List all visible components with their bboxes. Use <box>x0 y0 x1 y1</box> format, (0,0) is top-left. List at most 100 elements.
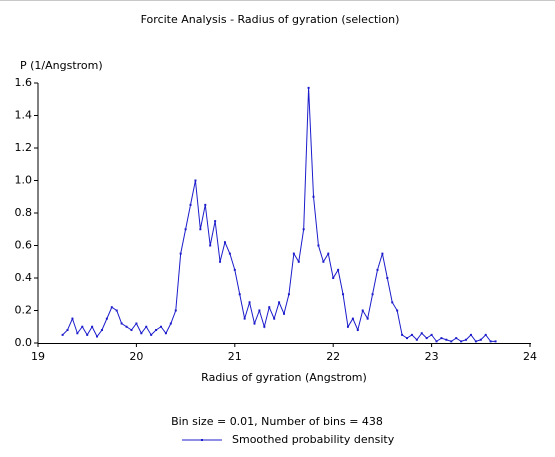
data-point <box>376 268 379 271</box>
data-point <box>406 337 408 340</box>
data-point <box>312 195 315 198</box>
x-tick-label: 21 <box>228 350 242 363</box>
data-point <box>120 322 123 325</box>
data-point <box>140 332 143 335</box>
data-point <box>425 337 428 340</box>
data-point <box>258 309 261 312</box>
data-point <box>278 301 281 304</box>
y-axis-label: P (1/Angstrom) <box>20 59 103 72</box>
data-point <box>297 260 300 263</box>
data-point <box>145 325 148 328</box>
data-point <box>386 277 389 279</box>
y-tick-label: 1.2 <box>15 141 33 154</box>
data-point <box>61 333 64 336</box>
data-point <box>410 333 413 336</box>
y-tick-label: 0.0 <box>15 336 33 349</box>
data-point <box>86 333 89 336</box>
data-point <box>96 335 99 338</box>
data-point <box>455 337 458 340</box>
chart-title: Forcite Analysis - Radius of gyration (s… <box>141 13 400 26</box>
data-point <box>130 329 133 331</box>
data-point <box>135 322 138 325</box>
data-point <box>366 317 369 320</box>
data-point <box>91 325 94 328</box>
data-point <box>322 260 325 263</box>
data-point <box>214 220 217 223</box>
data-point <box>317 244 320 247</box>
data-point <box>150 333 153 336</box>
data-point <box>479 338 482 341</box>
legend-label: Smoothed probability density <box>232 433 395 446</box>
legend-marker <box>201 439 203 441</box>
data-point <box>263 325 266 328</box>
y-tick-label: 0.6 <box>15 239 33 252</box>
data-point <box>489 340 492 343</box>
data-point <box>81 325 84 328</box>
data-point <box>342 293 345 296</box>
data-point <box>233 268 236 271</box>
data-point <box>332 277 335 279</box>
data-point <box>248 301 251 304</box>
data-point <box>337 268 340 271</box>
data-point <box>415 338 418 341</box>
data-point <box>199 228 202 231</box>
data-point <box>351 317 354 320</box>
data-point <box>460 340 463 343</box>
data-point <box>268 306 271 309</box>
data-point <box>253 322 256 325</box>
data-point <box>228 252 231 255</box>
data-point <box>474 340 477 343</box>
data-point <box>391 301 394 304</box>
data-point <box>115 309 118 312</box>
data-point <box>243 317 246 320</box>
data-point <box>361 309 364 312</box>
data-point <box>160 325 162 328</box>
data-point <box>283 312 285 315</box>
data-point <box>223 241 226 244</box>
data-point <box>327 252 330 255</box>
data-point <box>381 252 384 255</box>
x-axis-label: Radius of gyration (Angstrom) <box>201 371 367 384</box>
y-tick-label: 1.4 <box>15 109 33 122</box>
x-tick-label: 20 <box>129 350 143 363</box>
data-point <box>396 309 399 312</box>
data-point <box>76 332 79 335</box>
data-point <box>440 337 443 340</box>
data-point <box>194 179 197 182</box>
data-point <box>219 260 222 263</box>
data-point <box>307 86 310 89</box>
data-point <box>287 293 290 296</box>
data-point <box>484 333 487 336</box>
y-tick-label: 0.2 <box>15 304 33 317</box>
data-point <box>209 244 212 247</box>
data-point <box>179 252 182 255</box>
data-point <box>174 309 177 312</box>
data-point <box>273 317 276 320</box>
data-point <box>238 293 241 296</box>
data-point <box>204 203 207 206</box>
data-point <box>105 317 108 320</box>
y-tick-label: 1.6 <box>15 76 33 89</box>
data-point <box>189 203 192 206</box>
data-point <box>356 329 359 331</box>
data-point <box>184 228 187 231</box>
data-point <box>71 317 74 320</box>
data-point <box>66 329 69 331</box>
x-tick-label: 22 <box>326 350 340 363</box>
data-point <box>494 340 497 343</box>
data-point <box>430 333 433 336</box>
data-point <box>401 333 404 336</box>
data-point <box>469 333 472 336</box>
data-point <box>445 338 448 341</box>
data-point <box>125 325 128 328</box>
data-point <box>110 306 113 309</box>
data-point <box>371 293 374 296</box>
y-tick-label: 0.4 <box>15 271 33 284</box>
data-point <box>164 332 167 335</box>
data-point <box>420 332 423 335</box>
data-point <box>292 252 295 255</box>
data-point <box>435 340 438 343</box>
data-point <box>346 325 349 328</box>
data-point <box>100 329 103 331</box>
